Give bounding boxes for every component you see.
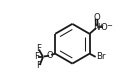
Text: N: N — [94, 23, 100, 32]
Text: O: O — [101, 23, 107, 32]
Text: F: F — [34, 52, 39, 61]
Text: F: F — [36, 44, 41, 53]
Text: F: F — [36, 61, 41, 70]
Text: Br: Br — [96, 52, 106, 61]
Text: O: O — [93, 13, 100, 22]
Text: −: − — [106, 23, 112, 29]
Text: +: + — [99, 23, 104, 28]
Text: O: O — [47, 51, 54, 60]
